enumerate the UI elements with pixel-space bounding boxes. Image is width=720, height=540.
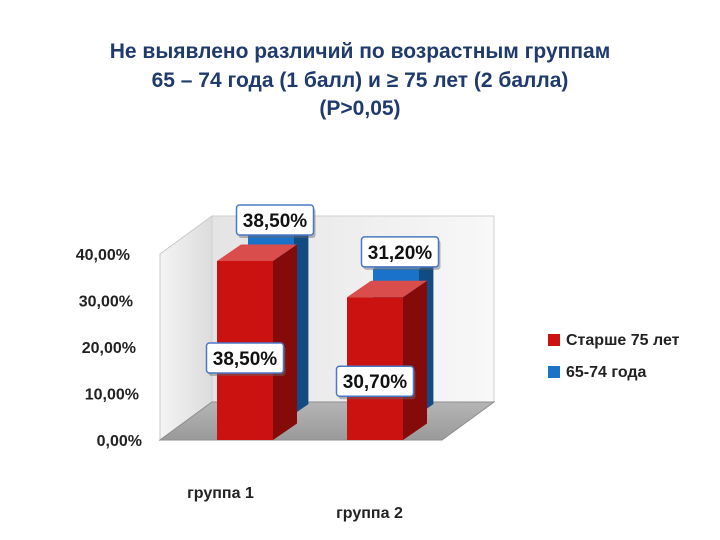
legend-label-2: 65-74 года	[566, 364, 647, 381]
side-wall	[159, 215, 213, 441]
data-label-series1-2-box	[335, 365, 415, 397]
bar-series1-1-side	[273, 244, 297, 440]
data-label-series1-1: 38,50%	[213, 349, 278, 370]
y-tick-label: 40,00%	[76, 247, 130, 264]
x-category-label: группа 2	[336, 505, 403, 522]
bar-series2-1-side	[294, 225, 309, 414]
y-tick-label: 30,00%	[79, 294, 133, 311]
legend-label-1: Старше 75 лет	[566, 332, 680, 349]
bar-series1-2-top	[347, 280, 427, 298]
x-category-label: группа 1	[187, 485, 254, 502]
floor	[158, 401, 496, 441]
data-label-series2-1: 38,50%	[243, 211, 308, 232]
chart-title: Не выявлено различий по возрастным групп…	[0, 38, 720, 124]
title-line-3: (P>0,05)	[319, 97, 401, 121]
y-tick-label: 0,00%	[97, 433, 142, 450]
bar-series1-1-top	[217, 244, 297, 261]
data-label-series2-1-box	[235, 204, 315, 236]
legend-swatch-2	[548, 366, 560, 378]
legend-swatch-1	[548, 334, 560, 346]
bar-series1-2-side	[403, 280, 427, 440]
data-label-series2-2: 31,20%	[368, 243, 433, 264]
y-tick-label: 20,00%	[82, 340, 136, 357]
data-label-series1-1-box	[205, 342, 285, 374]
y-tick-label: 10,00%	[85, 387, 139, 404]
data-label-series2-2-box	[360, 236, 440, 268]
title-line-2: 65 – 74 года (1 балл) и ≥ 75 лет (2 балл…	[151, 68, 569, 92]
data-label-series1-2: 30,70%	[343, 372, 408, 393]
title-line-1: Не выявлено различий по возрастным групп…	[109, 40, 611, 63]
